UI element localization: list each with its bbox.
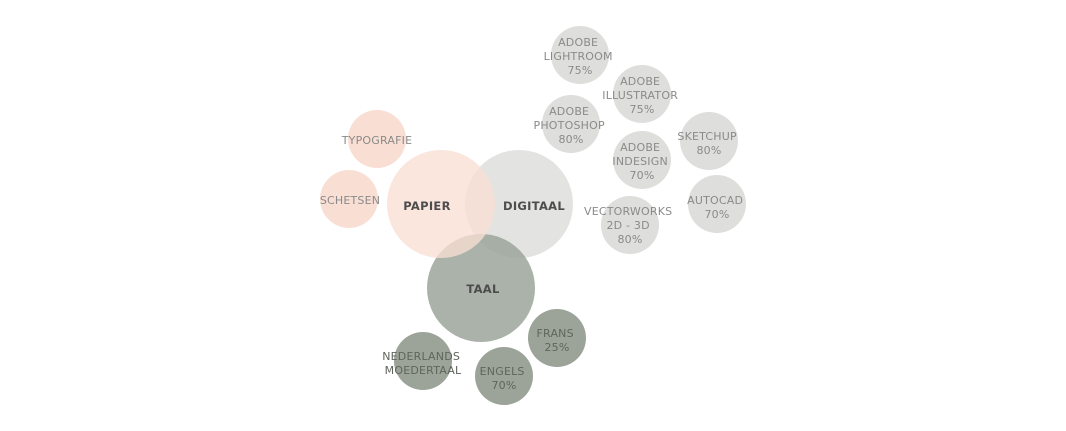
skill-label-illustrator: ADOBE ILLUSTRATOR 75% (602, 75, 682, 116)
papier-title: PAPIER (403, 199, 451, 213)
skill-label-vectorworks: VECTORWORKS 2D - 3D 80% (584, 205, 676, 246)
skill-label-typografie: TYPOGRAFIE (341, 134, 413, 147)
skill-label-schetsen: SCHETSEN (320, 194, 380, 207)
digitaal-title: DIGITAAL (503, 199, 565, 213)
taal-title: TAAL (466, 282, 500, 296)
skill-label-nederlands: NEDERLANDS MOEDERTAAL (382, 350, 464, 377)
skill-label-photoshop: ADOBE PHOTOSHOP 80% (534, 105, 609, 146)
